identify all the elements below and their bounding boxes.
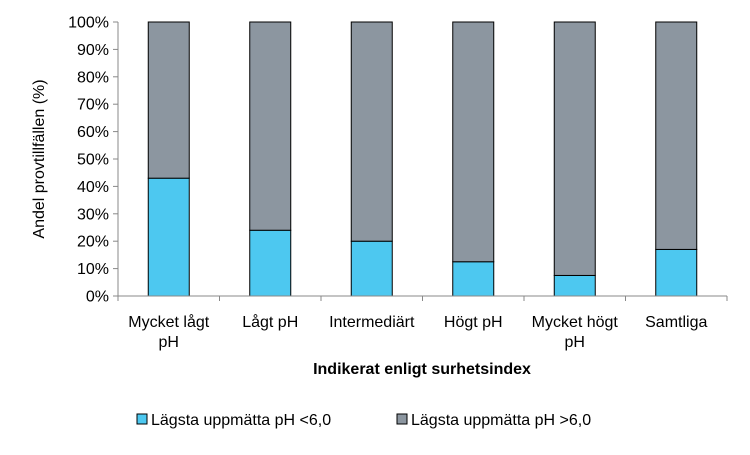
x-tick-label-5-0: Samtliga <box>645 314 707 331</box>
y-tick-label-6: 60% <box>77 124 109 141</box>
axes-group: Mycket lågt pH Lågt pH Intermediärt Högt pH M… <box>68 15 728 351</box>
bar-below-6-5 <box>655 248 698 297</box>
y-tick-label-3: 30% <box>77 206 109 223</box>
bar-above-6-5 <box>655 21 698 250</box>
legend-swatch-0 <box>136 413 148 425</box>
x-tick-label-0-1: pH <box>159 334 179 351</box>
bar-below-6-1 <box>249 229 292 297</box>
legend: Lägsta uppmätta pH <6,0 Lägsta uppmätta p… <box>136 412 591 429</box>
bar-below-6-0 <box>147 177 190 297</box>
x-tick-label-2-0: Intermediärt <box>329 314 415 331</box>
y-tick-label-0: 0% <box>86 289 109 306</box>
bar-above-6-0 <box>147 21 190 179</box>
x-tick-label-3-0: Högt pH <box>444 314 503 331</box>
y-tick-label-8: 80% <box>77 69 109 86</box>
bars-group <box>147 21 698 297</box>
bar-above-6-4 <box>553 21 596 276</box>
bar-below-6-4 <box>553 274 596 297</box>
x-tick-label-1-0: Lågt pH <box>242 313 298 331</box>
y-tick-label-4: 40% <box>77 179 109 196</box>
x-tick-label-4-1: pH <box>565 334 585 351</box>
y-tick-label-7: 70% <box>77 97 109 114</box>
bar-above-6-2 <box>350 21 393 242</box>
legend-label-1: Lägsta uppmätta pH >6,0 <box>411 412 591 429</box>
x-tick-label-4-0: Mycket högt <box>532 314 619 331</box>
bar-below-6-3 <box>452 261 495 297</box>
y-tick-label-9: 90% <box>77 42 109 59</box>
y-tick-label-10: 100% <box>68 15 109 32</box>
legend-label-0: Lägsta uppmätta pH <6,0 <box>151 412 331 429</box>
x-axis-label: Indikerat enligt surhetsindex <box>313 361 531 378</box>
y-tick-label-2: 20% <box>77 234 109 251</box>
y-tick-label-1: 10% <box>77 261 109 278</box>
legend-swatch-1 <box>396 413 408 425</box>
bar-above-6-3 <box>452 21 495 263</box>
y-tick-label-5: 50% <box>77 152 109 169</box>
bar-below-6-2 <box>350 240 393 297</box>
x-tick-label-0-0: Mycket lågt <box>128 313 209 331</box>
y-axis-label: Andel provtillfällen (%) <box>31 79 48 238</box>
bar-above-6-1 <box>249 21 292 231</box>
